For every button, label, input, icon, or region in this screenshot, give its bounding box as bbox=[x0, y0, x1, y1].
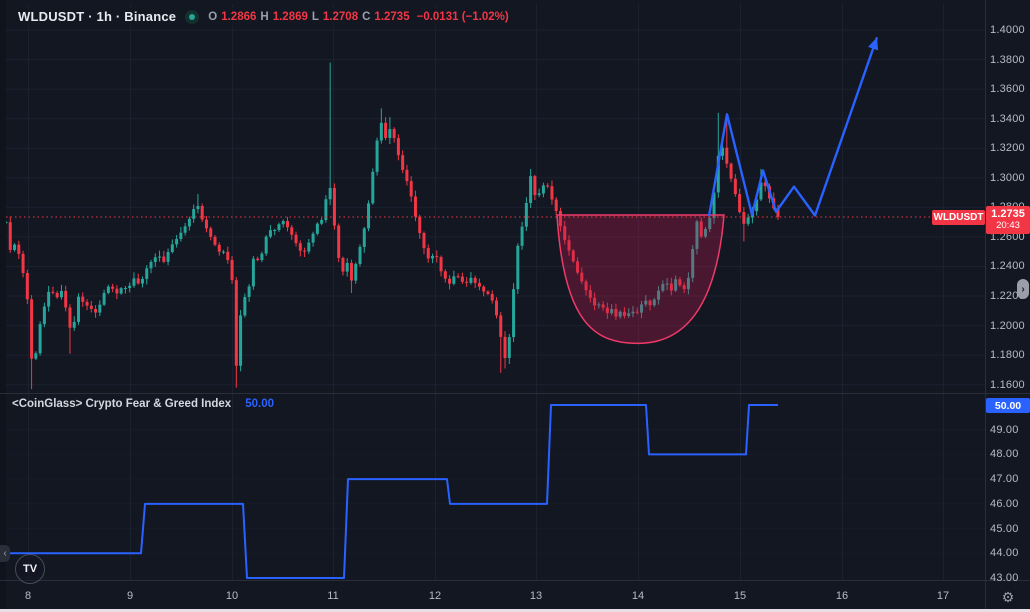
price-axis-label: 1.1800 bbox=[990, 349, 1025, 362]
time-axis-label: 10 bbox=[225, 590, 239, 602]
price-axis-separator bbox=[985, 0, 986, 609]
market-status-icon[interactable] bbox=[185, 9, 200, 24]
time-axis-label: 13 bbox=[529, 590, 543, 602]
indicator-axis-label: 47.00 bbox=[990, 473, 1019, 486]
indicator-axis-label: 45.00 bbox=[990, 522, 1019, 535]
low-label: L bbox=[311, 10, 319, 23]
time-axis-label: 16 bbox=[835, 590, 849, 602]
time-axis-label: 8 bbox=[24, 590, 32, 602]
settings-gear-icon[interactable]: ⚙ bbox=[1001, 588, 1015, 605]
price-axis-label: 1.3000 bbox=[990, 171, 1025, 184]
chart-legend[interactable]: WLDUSDT · 1h · Binance O 1.2866 H 1.2869 L… bbox=[12, 7, 517, 27]
price-axis-label: 1.1600 bbox=[990, 378, 1025, 391]
market-status-dot bbox=[189, 13, 196, 20]
high-value: 1.2869 bbox=[272, 10, 308, 23]
change-value: −0.0131 (−1.02%) bbox=[416, 10, 509, 23]
time-axis-label: 11 bbox=[327, 590, 339, 602]
indicator-axis-label: 49.00 bbox=[990, 423, 1019, 436]
projection-arrow-line bbox=[707, 36, 879, 217]
symbol-title[interactable]: WLDUSDT · 1h · Binance bbox=[18, 9, 177, 24]
indicator-axis-label: 48.00 bbox=[990, 448, 1019, 461]
open-value: 1.2866 bbox=[221, 10, 257, 23]
indicator-value-badge: 50.00 bbox=[986, 398, 1030, 413]
indicator-axis-label: 43.00 bbox=[990, 571, 1019, 584]
panel-expand-handle[interactable]: › bbox=[1017, 279, 1029, 299]
fear-greed-line bbox=[6, 404, 778, 579]
time-axis-label: 12 bbox=[428, 590, 442, 602]
projection-arrowhead bbox=[868, 37, 879, 51]
window-bottom-edge bbox=[0, 609, 1030, 612]
tradingview-logo[interactable]: TV bbox=[15, 554, 45, 584]
cup-pattern bbox=[556, 214, 725, 345]
price-axis-label: 1.2400 bbox=[990, 260, 1025, 273]
indicator-value: 50.00 bbox=[245, 398, 274, 410]
time-axis-label: 9 bbox=[126, 590, 134, 602]
price-axis-label: 1.2200 bbox=[990, 290, 1025, 303]
indicator-legend[interactable]: <CoinGlass> Crypto Fear & Greed Index 50… bbox=[12, 398, 274, 410]
indicator-axis-label: 46.00 bbox=[990, 497, 1019, 510]
price-axis-label: 1.3600 bbox=[990, 83, 1025, 96]
high-label: H bbox=[260, 10, 269, 23]
time-axis-label: 17 bbox=[936, 590, 950, 602]
price-axis-label: 1.2000 bbox=[990, 319, 1025, 332]
open-label: O bbox=[208, 10, 218, 23]
indicator-axis-label: 44.00 bbox=[990, 547, 1019, 560]
price-axis-label: 1.3200 bbox=[990, 142, 1025, 155]
price-axis-label: 1.3800 bbox=[990, 53, 1025, 66]
ohlc-values: O 1.2866 H 1.2869 L 1.2708 C 1.2735 −0.0131 … bbox=[208, 11, 508, 23]
price-axis-label: 1.4000 bbox=[990, 24, 1025, 36]
close-label: C bbox=[362, 10, 371, 23]
time-axis-label: 15 bbox=[733, 590, 747, 602]
price-axis-label: 1.3400 bbox=[990, 112, 1025, 125]
time-axis-label: 14 bbox=[631, 590, 645, 602]
panel-collapse-handle[interactable]: ‹ bbox=[0, 545, 10, 562]
close-value: 1.2735 bbox=[374, 10, 410, 23]
low-value: 1.2708 bbox=[322, 10, 359, 23]
symbol-price-tag: WLDUSDT bbox=[932, 210, 985, 225]
candles-layer bbox=[4, 62, 780, 390]
last-price-value: 1.2735 bbox=[991, 208, 1025, 221]
bar-countdown: 20:43 bbox=[996, 219, 1020, 231]
time-axis-separator bbox=[0, 580, 1030, 581]
chart-left-edge bbox=[0, 0, 6, 612]
last-price-label: 1.2735 20:43 bbox=[986, 206, 1030, 234]
indicator-title[interactable]: <CoinGlass> Crypto Fear & Greed Index bbox=[12, 398, 232, 410]
pane-separator[interactable] bbox=[0, 393, 1030, 394]
